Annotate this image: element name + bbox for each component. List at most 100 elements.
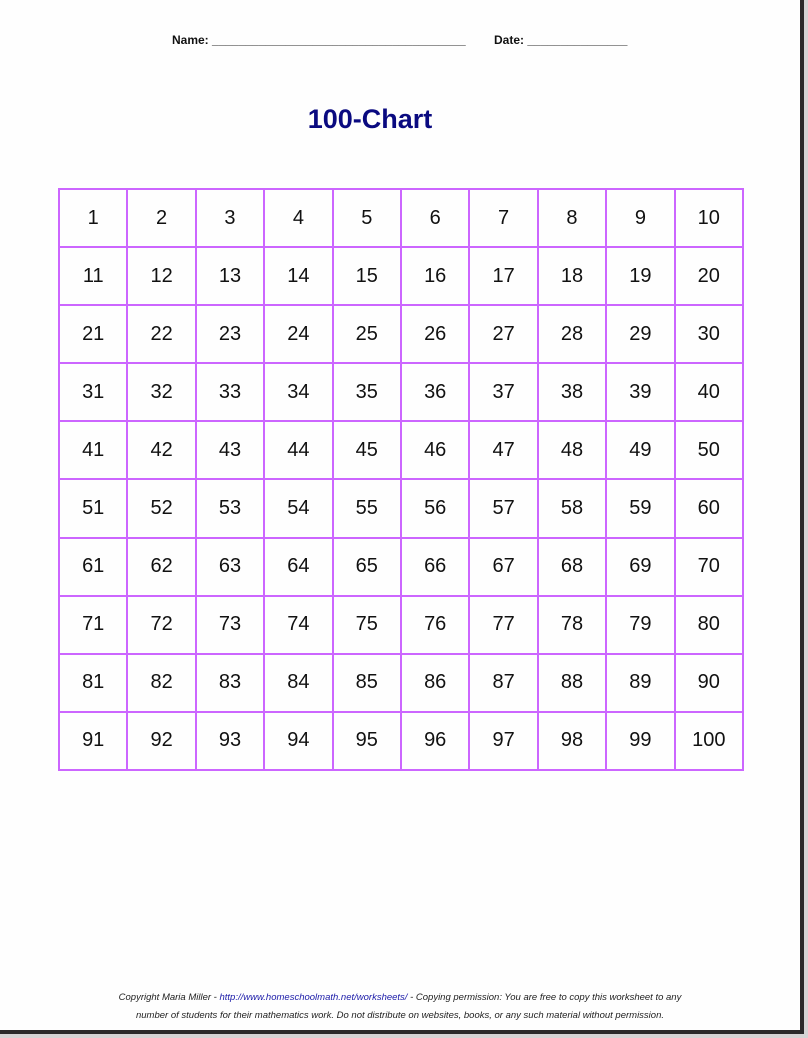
permission-text-line2: number of students for their mathematics…: [135, 1010, 664, 1021]
grid-cell: 77: [469, 595, 538, 654]
grid-cell: 90: [674, 653, 743, 712]
grid-cell: 29: [606, 305, 675, 364]
grid-cell: 8: [537, 189, 607, 248]
grid-cell: 41: [59, 421, 128, 480]
grid-cell: 58: [537, 479, 607, 538]
grid-cell: 33: [195, 363, 265, 422]
grid-cell: 99: [606, 711, 675, 770]
grid-cell: 61: [59, 537, 128, 596]
grid-cell: 42: [127, 421, 196, 480]
grid-cell: 4: [264, 189, 333, 248]
grid-cell: 69: [606, 537, 675, 596]
grid-cell: 96: [401, 711, 470, 770]
grid-cell: 25: [332, 305, 401, 364]
grid-cell: 18: [537, 247, 607, 306]
grid-cell: 97: [469, 711, 538, 770]
grid-cell: 38: [537, 363, 607, 422]
grid-cell: 34: [264, 363, 333, 422]
grid-cell: 1: [59, 189, 128, 248]
grid-cell: 44: [264, 421, 333, 480]
grid-cell: 88: [537, 653, 607, 712]
grid-cell: 86: [401, 653, 470, 712]
grid-cell: 63: [195, 537, 265, 596]
grid-cell: 40: [674, 363, 743, 422]
grid-cell: 12: [127, 247, 196, 306]
grid-cell: 54: [264, 479, 333, 538]
grid-cell: 21: [59, 305, 128, 364]
grid-cell: 52: [127, 479, 196, 538]
grid-cell: 53: [195, 479, 265, 538]
grid-cell: 43: [195, 421, 265, 480]
grid-cell: 65: [332, 537, 401, 596]
grid-cell: 16: [401, 247, 470, 306]
grid-cell: 51: [59, 479, 128, 538]
grid-cell: 92: [127, 711, 196, 770]
grid-cell: 72: [127, 595, 196, 654]
grid-cell: 59: [606, 479, 675, 538]
grid-cell: 57: [469, 479, 538, 538]
grid-cell: 28: [537, 305, 607, 364]
grid-cell: 6: [401, 189, 470, 248]
worksheets-link[interactable]: http://www.homeschoolmath.net/worksheets…: [219, 992, 408, 1003]
grid-cell: 35: [332, 363, 401, 422]
grid-cell: 9: [606, 189, 675, 248]
grid-cell: 76: [401, 595, 470, 654]
grid-cell: 24: [264, 305, 333, 364]
page-title: 100-Chart: [307, 104, 433, 134]
grid-cell: 56: [401, 479, 470, 538]
grid-cell: 84: [264, 653, 333, 712]
grid-cell: 13: [195, 247, 265, 306]
grid-cell: 32: [127, 363, 196, 422]
grid-cell: 27: [469, 305, 538, 364]
grid-cell: 71: [59, 595, 128, 654]
grid-cell: 23: [195, 305, 265, 364]
grid-cell: 10: [674, 189, 743, 248]
grid-cell: 93: [195, 711, 265, 770]
hundred-chart-grid: 1 2 3 4 5 6 7 8 9 10 11 12 13 14 15 16 17 18 19 20 21 22 23 24 2…: [58, 188, 744, 771]
grid-cell: 87: [469, 653, 538, 712]
grid-cell: 37: [469, 363, 538, 422]
grid-cell: 95: [332, 711, 401, 770]
grid-cell: 74: [264, 595, 333, 654]
grid-cell: 15: [332, 247, 401, 306]
grid-cell: 36: [401, 363, 470, 422]
grid-cell: 2: [127, 189, 196, 248]
name-field: Name: __________________________________…: [172, 33, 466, 47]
grid-cell: 26: [401, 305, 470, 364]
grid-cell: 100: [674, 711, 743, 770]
grid-cell: 91: [59, 711, 128, 770]
grid-cell: 22: [127, 305, 196, 364]
grid-cell: 85: [332, 653, 401, 712]
grid-cell: 79: [606, 595, 675, 654]
grid-cell: 50: [674, 421, 743, 480]
copyright-text: Copyright Maria Miller -: [118, 992, 220, 1003]
grid-cell: 94: [264, 711, 333, 770]
grid-cell: 75: [332, 595, 401, 654]
grid-cell: 20: [674, 247, 743, 306]
grid-cell: 83: [195, 653, 265, 712]
grid-cell: 89: [606, 653, 675, 712]
grid-cell: 98: [537, 711, 607, 770]
grid-cell: 39: [606, 363, 675, 422]
grid-cell: 78: [537, 595, 607, 654]
footer: Copyright Maria Miller - http://www.home…: [0, 989, 800, 1025]
grid-cell: 64: [264, 537, 333, 596]
grid-cell: 47: [469, 421, 538, 480]
grid-cell: 73: [195, 595, 265, 654]
grid-cell: 45: [332, 421, 401, 480]
grid-cell: 48: [537, 421, 607, 480]
grid-cell: 46: [401, 421, 470, 480]
grid-cell: 70: [674, 537, 743, 596]
grid-cell: 19: [606, 247, 675, 306]
grid-cell: 17: [469, 247, 538, 306]
grid-cell: 7: [469, 189, 538, 248]
grid-cell: 31: [59, 363, 128, 422]
grid-cell: 82: [127, 653, 196, 712]
date-field: Date: _______________: [494, 33, 628, 47]
grid-cell: 30: [674, 305, 743, 364]
grid-cell: 55: [332, 479, 401, 538]
grid-cell: 81: [59, 653, 128, 712]
grid-cell: 49: [606, 421, 675, 480]
grid-cell: 11: [59, 247, 128, 306]
